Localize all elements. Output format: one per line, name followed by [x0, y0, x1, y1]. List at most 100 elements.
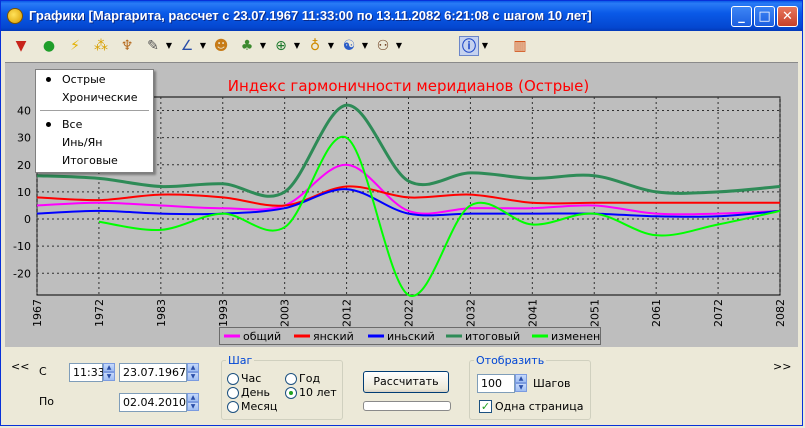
x-tick-label: 1972: [93, 299, 106, 327]
spin-down-icon[interactable]: ▼: [103, 372, 115, 381]
nav-prev-button[interactable]: <<: [11, 360, 30, 373]
x-tick-label: 2061: [650, 299, 663, 327]
tree-dropdown-icon[interactable]: ▼: [259, 41, 267, 50]
menu-item-chronic[interactable]: Хронические: [36, 89, 153, 106]
planet-icon[interactable]: ♁: [309, 38, 321, 54]
family-dropdown-icon[interactable]: ▼: [395, 41, 403, 50]
calculate-button[interactable]: Рассчитать: [363, 371, 449, 393]
to-date-spinner[interactable]: ▲ ▼: [187, 393, 199, 412]
globe-dropdown-icon[interactable]: ▼: [293, 41, 301, 50]
triangle-down-icon[interactable]: ▼: [15, 38, 27, 54]
step-group: Шаг: [221, 354, 343, 420]
nav-next-button[interactable]: >>: [773, 360, 792, 373]
spin-up-icon[interactable]: ▲: [187, 363, 199, 372]
y-tick-label: 10: [17, 186, 31, 199]
close-button[interactable]: ✕: [777, 6, 798, 27]
steps-count-field[interactable]: 100: [477, 374, 515, 393]
x-tick-label: 2082: [774, 299, 787, 327]
legend-label: итоговый: [465, 330, 520, 343]
step-month-radio[interactable]: [227, 401, 239, 413]
chart-axes-icon[interactable]: ∠: [180, 38, 194, 54]
spin-down-icon[interactable]: ▼: [187, 372, 199, 381]
chart-area: Индекс гармоничности меридианов (Острые)…: [5, 62, 798, 347]
series-line-2: [36, 185, 780, 207]
from-date-field[interactable]: 23.07.1967: [119, 363, 187, 382]
control-panel: << >> С 11:33 ▲ ▼ 23.07.1967 ▲ ▼ По 02.04.…: [1, 348, 802, 425]
menu-item-label: Итоговые: [62, 154, 118, 167]
steps-count-spinner[interactable]: ▲ ▼: [515, 374, 527, 393]
info-icon[interactable]: ⓘ: [459, 36, 479, 56]
y-tick-label: 30: [17, 132, 31, 145]
tree-icon[interactable]: ♣: [240, 38, 254, 54]
bar-chart-icon[interactable]: ▥: [513, 38, 527, 54]
globe-plus-icon[interactable]: ⊕: [275, 38, 287, 54]
checked-dot-icon: [46, 77, 51, 82]
to-date-field[interactable]: 02.04.2010: [119, 393, 187, 412]
y-tick-label: 0: [24, 213, 31, 226]
menu-item-acute[interactable]: Острые: [36, 71, 153, 88]
from-time-field[interactable]: 11:33: [69, 363, 105, 382]
from-time-spinner[interactable]: ▲ ▼: [103, 363, 115, 382]
toolbar: ▼ ● ⚡ ⁂ ♆ ✎ ▼ ∠ ▼ ☻ ♣ ▼ ⊕ ▼ ♁ ▼ ☯ ▼ ⚇ ▼ …: [5, 33, 798, 61]
spin-up-icon[interactable]: ▲: [187, 393, 199, 402]
lightning-icon[interactable]: ⚡: [70, 38, 80, 54]
display-group: Отобразить: [469, 354, 591, 420]
tools-icon[interactable]: ✎: [147, 38, 159, 54]
menu-item-all[interactable]: Все: [36, 116, 153, 133]
menu-separator: [40, 110, 149, 112]
step-hour-label: Час: [241, 372, 262, 385]
display-group-title: Отобразить: [476, 354, 545, 367]
minimize-button[interactable]: _: [731, 6, 752, 27]
from-date-spinner[interactable]: ▲ ▼: [187, 363, 199, 382]
legend-label: янский: [313, 330, 354, 343]
yin-yang-icon[interactable]: ☯: [342, 38, 356, 54]
legend-label: иньский: [387, 330, 435, 343]
x-tick-label: 2032: [464, 299, 477, 327]
menu-item-label: Острые: [62, 73, 106, 86]
x-tick-label: 1983: [155, 299, 168, 327]
chart-mode-menu: Острые Хронические Все Инь/Ян Итоговые: [35, 69, 154, 173]
chart-axes-dropdown-icon[interactable]: ▼: [199, 41, 207, 50]
spin-down-icon[interactable]: ▼: [515, 383, 527, 392]
spin-up-icon[interactable]: ▲: [515, 374, 527, 383]
chart-title: Индекс гармоничности меридианов (Острые): [228, 77, 590, 95]
spin-down-icon[interactable]: ▼: [187, 402, 199, 411]
window-title: Графики [Маргарита, рассчет с 23.07.1967…: [29, 8, 592, 23]
info-dropdown-icon[interactable]: ▼: [481, 41, 489, 50]
menu-item-total[interactable]: Итоговые: [36, 152, 153, 169]
series-line-5: [98, 135, 781, 297]
planet-dropdown-icon[interactable]: ▼: [327, 41, 335, 50]
menu-item-yin-yang[interactable]: Инь/Ян: [36, 134, 153, 151]
checked-dot-icon: [46, 122, 51, 127]
title-bar[interactable]: Графики [Маргарита, рассчет с 23.07.1967…: [1, 1, 802, 31]
x-tick-label: 1993: [217, 299, 230, 327]
series-line-3: [36, 188, 781, 218]
stars-icon[interactable]: ⁂: [94, 38, 108, 54]
one-page-checkbox[interactable]: ✓: [479, 400, 492, 413]
people-icon[interactable]: ☻: [213, 38, 229, 54]
spin-up-icon[interactable]: ▲: [103, 363, 115, 372]
legend-svg: общий янский иньский итоговый изменение: [224, 330, 614, 343]
menu-item-label: Все: [62, 118, 83, 131]
green-ball-icon[interactable]: ●: [42, 38, 56, 54]
step-group-title: Шаг: [228, 354, 253, 367]
step-hour-radio[interactable]: [227, 373, 239, 385]
step-day-label: День: [241, 386, 271, 399]
menu-item-label: Инь/Ян: [62, 136, 103, 149]
step-month-label: Месяц: [241, 400, 278, 413]
step-year-radio[interactable]: [285, 373, 297, 385]
to-label: По: [39, 395, 55, 408]
maximize-button[interactable]: □: [754, 6, 775, 27]
tools-dropdown-icon[interactable]: ▼: [165, 41, 173, 50]
step-10years-radio[interactable]: [285, 387, 297, 399]
app-icon: [7, 8, 23, 24]
x-tick-label: 2012: [341, 299, 354, 327]
yin-yang-dropdown-icon[interactable]: ▼: [361, 41, 369, 50]
figure-icon[interactable]: ♆: [120, 38, 134, 54]
family-icon[interactable]: ⚇: [376, 38, 390, 54]
step-day-radio[interactable]: [227, 387, 239, 399]
chart-legend: общий янский иньский итоговый изменение: [219, 327, 614, 345]
x-tick-label: 2041: [526, 299, 539, 327]
x-tick-label: 2022: [403, 299, 416, 327]
menu-item-label: Хронические: [62, 91, 138, 104]
